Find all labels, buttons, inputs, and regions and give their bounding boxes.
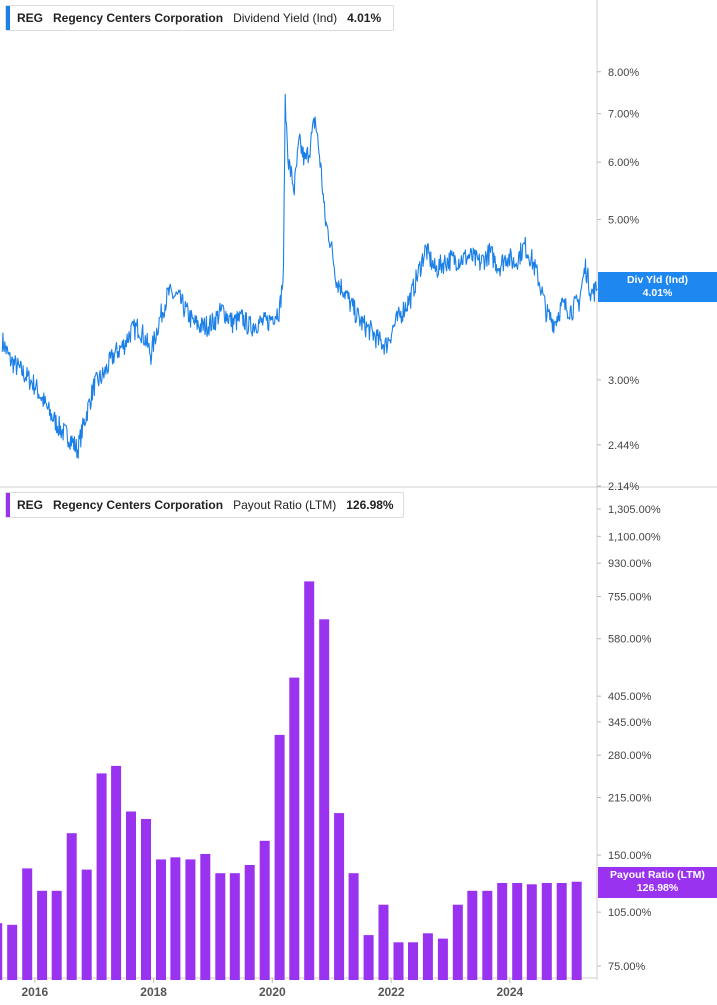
payout-ratio-tag: Payout Ratio (LTM) 126.98% [598,867,717,898]
x-tick-label: 2024 [497,985,524,999]
dividend-yield-plot [1,93,598,459]
payout-bar [244,865,255,980]
payout-tag-label: Payout Ratio (LTM) [610,869,705,881]
payout-bar [319,619,330,980]
yield-tag-value: 4.01% [642,287,673,299]
payout-bar [126,811,136,980]
x-tick-label: 2018 [140,985,167,999]
dividend-yield-tag: Div Yld (Ind) 4.01% [598,272,717,302]
payout-bar [497,883,508,980]
y-tick-label: 2.14% [608,481,639,493]
payout-bar [200,854,211,980]
payout-bar [96,773,107,980]
payout-bar [378,904,389,980]
payout-bar [81,869,92,980]
y-tick-label: 8.00% [608,67,639,79]
payout-bar [289,677,300,980]
y-tick-label: 345.00% [608,717,652,729]
yield-tag-label: Div Yld (Ind) [626,274,689,286]
legend-company: Regency Centers Corporation [53,498,224,512]
payout-bar [185,859,196,980]
y-tick-label: 150.00% [608,850,652,862]
payout-bar [556,883,567,980]
y-tick-label: 105.00% [608,907,652,919]
payout-bar [467,890,478,980]
y-tick-label: 7.00% [608,109,639,121]
y-tick-label: 6.00% [608,157,639,169]
y-tick-label: 1,100.00% [608,531,661,543]
payout-bar [37,890,48,980]
payout-bar [259,840,270,980]
x-tick-label: 2020 [259,985,286,999]
legend-value: 4.01% [347,11,382,25]
payout-bar [51,890,62,980]
legend-metric: Payout Ratio (LTM) [233,498,337,512]
payout-bar [393,942,404,980]
payout-bar [452,904,463,980]
y-tick-label: 75.00% [608,961,646,973]
y-tick-label: 215.00% [608,793,652,805]
payout-bar [215,873,226,980]
payout-bar [571,881,582,980]
payout-bar [408,942,418,980]
y-tick-label: 3.00% [608,375,639,387]
legend-company: Regency Centers Corporation [53,11,224,25]
payout-bar [437,938,448,980]
yield-legend-swatch [6,6,10,30]
payout-bar [526,884,537,980]
payout-bar [170,857,181,980]
payout-bar [334,813,345,980]
payout-bar [66,833,77,980]
payout-bar [363,935,374,980]
payout-bar [304,581,315,980]
payout-bar [0,923,3,980]
x-tick-label: 2022 [378,985,405,999]
y-tick-label: 580.00% [608,634,652,646]
payout-bar [422,933,433,980]
payout-tag-value: 126.98% [636,882,679,894]
y-tick-label: 280.00% [608,750,652,762]
legend-value: 126.98% [346,498,394,512]
y-tick-label: 755.00% [608,592,652,604]
y-tick-label: 1,305.00% [608,504,661,516]
payout-bar [22,868,33,980]
payout-bar [141,819,151,980]
payout-bar [7,924,18,980]
payout-legend-swatch [6,493,10,517]
y-tick-label: 5.00% [608,214,639,226]
dividend-yield-line [1,93,598,459]
payout-bar [348,873,359,980]
legend-ticker: REG [17,11,44,25]
payout-bar [512,883,523,980]
dividend-yield-legend: REG Regency Centers Corporation Dividend… [5,5,394,31]
payout-ratio-plot [0,581,582,980]
payout-bar [541,883,552,980]
y-tick-label: 2.44% [608,440,639,452]
payout-bar [229,873,240,980]
payout-ratio-legend: REG Regency Centers Corporation Payout R… [5,492,404,518]
y-tick-label: 405.00% [608,691,652,703]
legend-ticker: REG [17,498,44,512]
payout-bar [274,734,285,980]
x-tick-label: 2016 [21,985,48,999]
payout-bar [156,859,166,980]
payout-bar [111,765,122,980]
legend-metric: Dividend Yield (Ind) [233,11,338,25]
payout-bar [482,890,493,980]
y-tick-label: 930.00% [608,558,652,570]
